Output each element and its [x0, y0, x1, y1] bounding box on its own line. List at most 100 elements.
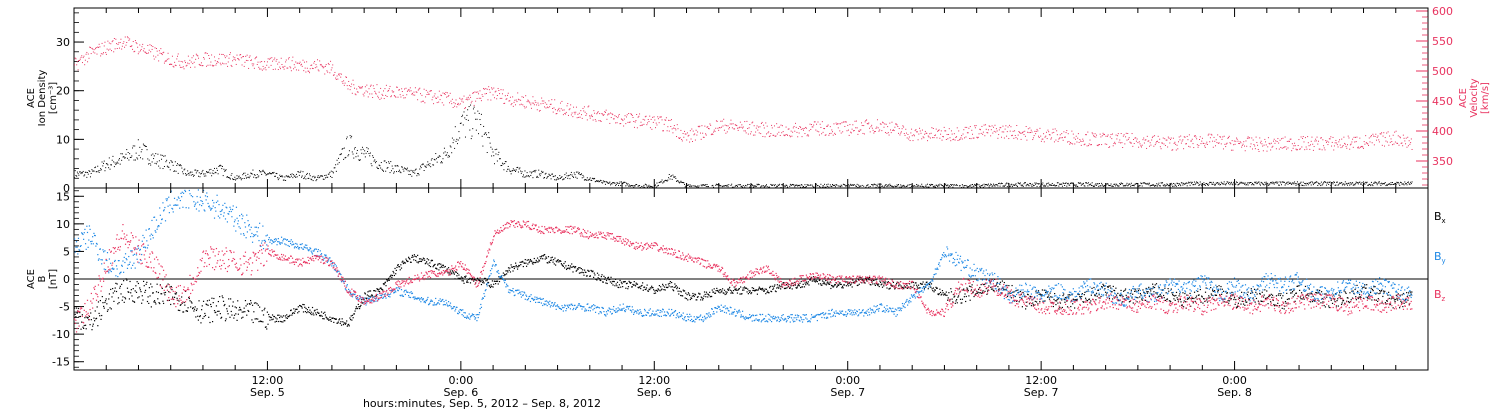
- data-point: [440, 156, 441, 157]
- data-point: [252, 65, 253, 66]
- data-point: [329, 317, 330, 318]
- data-point: [1220, 184, 1221, 185]
- data-point: [427, 94, 428, 95]
- data-point: [305, 72, 306, 73]
- data-point: [188, 173, 189, 174]
- data-point: [1248, 184, 1249, 185]
- data-point: [646, 116, 647, 117]
- data-point: [446, 154, 447, 155]
- data-point: [1068, 141, 1069, 142]
- data-point: [1253, 144, 1254, 145]
- data-point: [247, 304, 248, 305]
- data-point: [493, 284, 494, 285]
- data-point: [956, 136, 957, 137]
- data-point: [94, 320, 95, 321]
- data-point: [656, 183, 657, 184]
- data-point: [801, 281, 802, 282]
- data-point: [1375, 134, 1376, 135]
- data-point: [467, 280, 468, 281]
- data-point: [1293, 182, 1294, 183]
- data-point: [162, 301, 163, 302]
- data-point: [739, 293, 740, 294]
- data-point: [159, 50, 160, 51]
- data-point: [338, 74, 339, 75]
- data-point: [1346, 146, 1347, 147]
- data-point: [797, 136, 798, 137]
- data-point: [615, 279, 616, 280]
- data-point: [544, 177, 545, 178]
- data-point: [641, 186, 642, 187]
- data-point: [1219, 183, 1220, 184]
- data-point: [1200, 184, 1201, 185]
- data-point: [427, 263, 428, 264]
- data-point: [766, 184, 767, 185]
- data-point: [365, 156, 366, 157]
- data-point: [554, 179, 555, 180]
- data-point: [381, 162, 382, 163]
- data-point: [1277, 141, 1278, 142]
- data-point: [88, 174, 89, 175]
- data-point: [458, 103, 459, 104]
- data-point: [1195, 183, 1196, 184]
- data-point: [270, 58, 271, 59]
- data-point: [419, 258, 420, 259]
- data-point: [723, 293, 724, 294]
- data-point: [1156, 183, 1157, 184]
- data-point: [297, 176, 298, 177]
- data-point: [1213, 182, 1214, 183]
- data-point: [306, 312, 307, 313]
- data-point: [1006, 136, 1007, 137]
- data-point: [275, 176, 276, 177]
- data-point: [252, 170, 253, 171]
- data-point: [1106, 144, 1107, 145]
- data-point: [574, 112, 575, 113]
- data-point: [1338, 185, 1339, 186]
- data-point: [133, 41, 134, 42]
- data-point: [156, 163, 157, 164]
- data-point: [389, 163, 390, 164]
- data-point: [602, 114, 603, 115]
- data-point: [264, 61, 265, 62]
- data-point: [74, 177, 75, 178]
- data-point: [325, 314, 326, 315]
- data-point: [740, 122, 741, 123]
- data-point: [506, 171, 507, 172]
- data-point: [605, 184, 606, 185]
- data-point: [1038, 136, 1039, 137]
- data-point: [1047, 186, 1048, 187]
- data-point: [803, 186, 804, 187]
- data-point: [1378, 139, 1379, 140]
- data-point: [123, 43, 124, 44]
- data-point: [1317, 144, 1318, 145]
- data-point: [730, 185, 731, 186]
- data-point: [1198, 145, 1199, 146]
- data-point: [524, 263, 525, 264]
- data-point: [203, 173, 204, 174]
- data-point: [110, 169, 111, 170]
- data-point: [689, 295, 690, 296]
- data-point: [403, 263, 404, 264]
- data-point: [174, 297, 175, 298]
- data-point: [129, 281, 130, 282]
- data-point: [738, 130, 739, 131]
- data-point: [263, 171, 264, 172]
- data-point: [1013, 131, 1014, 132]
- data-point: [231, 311, 232, 312]
- data-point: [1116, 184, 1117, 185]
- data-point: [1146, 148, 1147, 149]
- data-point: [847, 130, 848, 131]
- data-point: [1133, 139, 1134, 140]
- data-point: [601, 121, 602, 122]
- data-point: [289, 66, 290, 67]
- data-point: [610, 281, 611, 282]
- data-point: [316, 66, 317, 67]
- data-point: [828, 184, 829, 185]
- data-point: [137, 297, 138, 298]
- data-point: [988, 129, 989, 130]
- data-point: [249, 57, 250, 58]
- data-point: [1021, 139, 1022, 140]
- data-point: [805, 282, 806, 283]
- data-point: [442, 102, 443, 103]
- data-point: [439, 91, 440, 92]
- data-point: [332, 177, 333, 178]
